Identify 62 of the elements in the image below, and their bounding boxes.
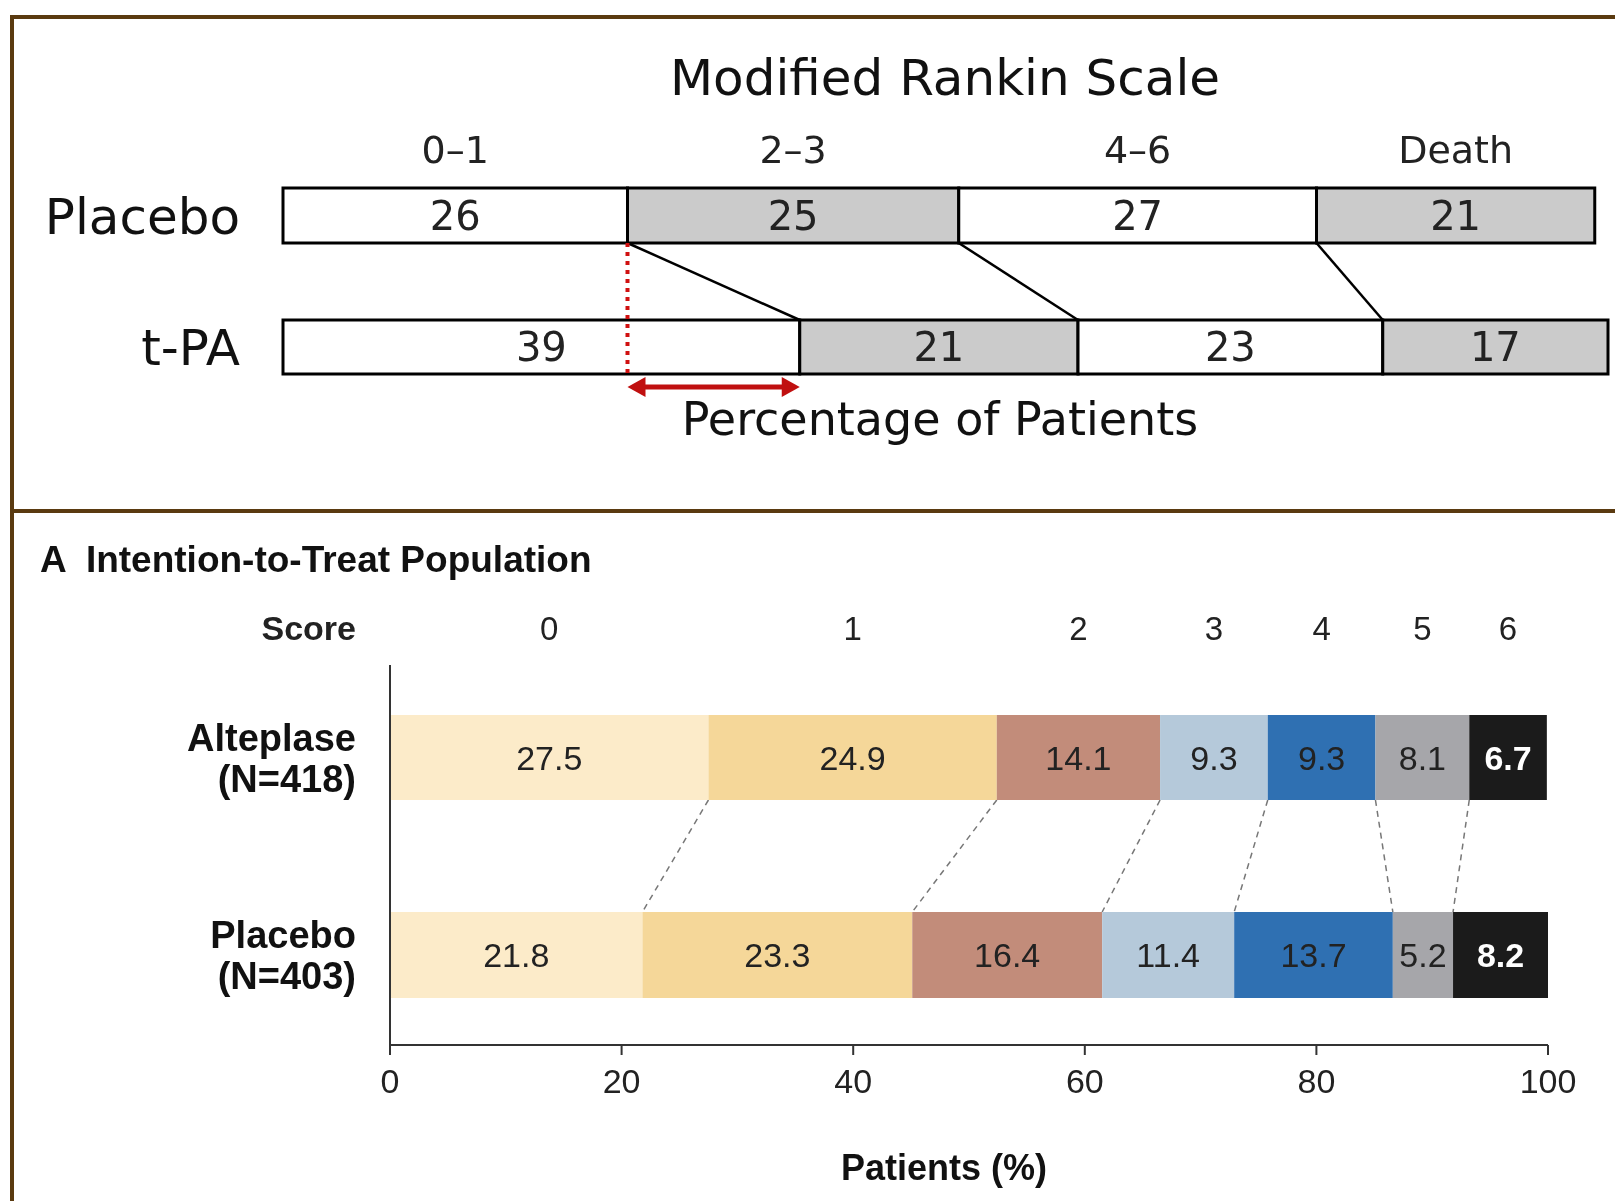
bar: [1160, 715, 1268, 800]
data-label: 6.7: [1484, 738, 1532, 777]
y-tick-label: Placebo: [44, 187, 240, 246]
chart-title: Modified Rankin Scale: [669, 49, 1221, 107]
data-label: 39: [515, 324, 567, 371]
text: 5: [1413, 610, 1432, 647]
data-label: 21.8: [483, 936, 550, 975]
bar: [1102, 912, 1235, 998]
x-tick-label: 0: [380, 1062, 400, 1100]
text: 1: [843, 610, 862, 647]
data-label: 8.2: [1476, 936, 1525, 975]
data-label: 27: [1112, 192, 1164, 239]
series-label: 2–3: [759, 128, 827, 172]
y-tick-label: Alteplase (N=418): [187, 716, 356, 800]
series-label: Death: [1398, 128, 1514, 172]
bar: [642, 912, 913, 998]
bar: [912, 912, 1103, 998]
bar: [1469, 715, 1547, 800]
data-label: 16.4: [974, 936, 1041, 975]
data-label: 21: [1430, 192, 1482, 239]
text: 2: [1069, 610, 1088, 647]
data-label: 23: [1204, 324, 1256, 371]
x-axis-title: Patients (%): [840, 1147, 1048, 1188]
data-label: 21: [913, 324, 965, 371]
data-label: 25: [767, 192, 819, 239]
bar: [1267, 715, 1376, 800]
bar: [1453, 912, 1548, 998]
series-label: 4–6: [1103, 128, 1172, 172]
bar: [1234, 912, 1393, 998]
text: 0: [540, 610, 559, 647]
data-label: 11.4: [1136, 936, 1200, 975]
data-label: 27.5: [516, 738, 583, 777]
data-label: 14.1: [1045, 738, 1112, 777]
data-label: 17: [1469, 324, 1521, 371]
bar: [708, 715, 997, 800]
bar: [996, 715, 1161, 800]
bar: [390, 715, 709, 800]
y-tick-label: t-PA: [141, 319, 240, 377]
x-tick-label: 40: [834, 1062, 873, 1100]
data-label: 13.7: [1280, 936, 1347, 975]
x-tick-label: 20: [602, 1062, 641, 1100]
series-label: 0–1: [421, 128, 489, 172]
data-label: 9.3: [1297, 738, 1346, 777]
data-label: 23.3: [744, 936, 811, 975]
data-label: 24.9: [819, 738, 886, 777]
bar: [1392, 912, 1454, 998]
text: 4: [1312, 610, 1331, 647]
bar: [390, 912, 643, 998]
data-label: 5.2: [1399, 936, 1447, 975]
text: 3: [1204, 610, 1224, 647]
x-tick-label: 100: [1519, 1062, 1577, 1100]
x-tick-label: 80: [1297, 1062, 1336, 1100]
data-label: 8.1: [1398, 738, 1446, 777]
data-label: 26: [429, 192, 481, 239]
bar: [1375, 715, 1470, 800]
data-label: 9.3: [1190, 738, 1238, 777]
x-axis-title: Percentage of Patients: [681, 392, 1199, 446]
y-tick-label: Placebo (N=403): [210, 914, 356, 998]
x-tick-label: 60: [1065, 1062, 1104, 1100]
text: 6: [1498, 610, 1518, 647]
legend-title: Score: [261, 609, 356, 647]
chart-title: A Intention-to-Treat Population: [40, 539, 592, 580]
